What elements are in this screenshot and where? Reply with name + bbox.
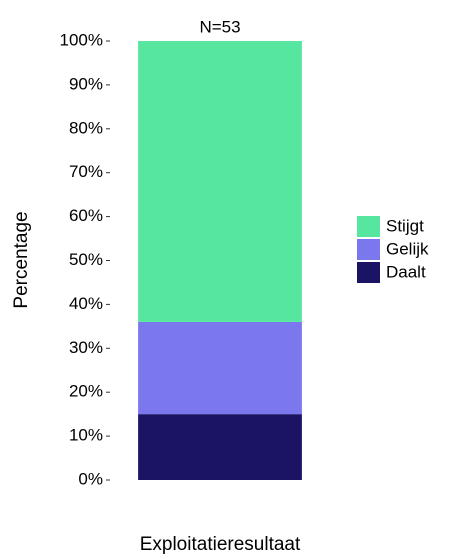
y-tick-label: 20% [69,382,103,401]
legend-swatch [357,262,380,283]
bar-segment [138,414,302,480]
legend-label: Gelijk [386,239,429,258]
y-tick-label: 40% [69,294,103,313]
y-tick-label: 10% [69,426,103,445]
chart-title: N=53 [199,17,240,36]
legend-swatch [357,216,380,237]
legend-swatch [357,239,380,260]
legend-label: Daalt [386,262,426,281]
y-tick-label: 70% [69,162,103,181]
legend-label: Stijgt [386,216,424,235]
y-tick-label: 100% [60,30,103,49]
y-tick-label: 80% [69,118,103,137]
y-tick-label: 50% [69,250,103,269]
y-tick-label: 90% [69,74,103,93]
bar-segment [138,321,302,415]
y-axis-label: Percentage [11,211,32,308]
x-axis-label: Exploitatieresultaat [140,534,301,555]
y-tick-label: 30% [69,338,103,357]
y-tick-label: 60% [69,206,103,225]
bar-segment [138,41,302,322]
y-tick-label: 0% [78,469,103,488]
